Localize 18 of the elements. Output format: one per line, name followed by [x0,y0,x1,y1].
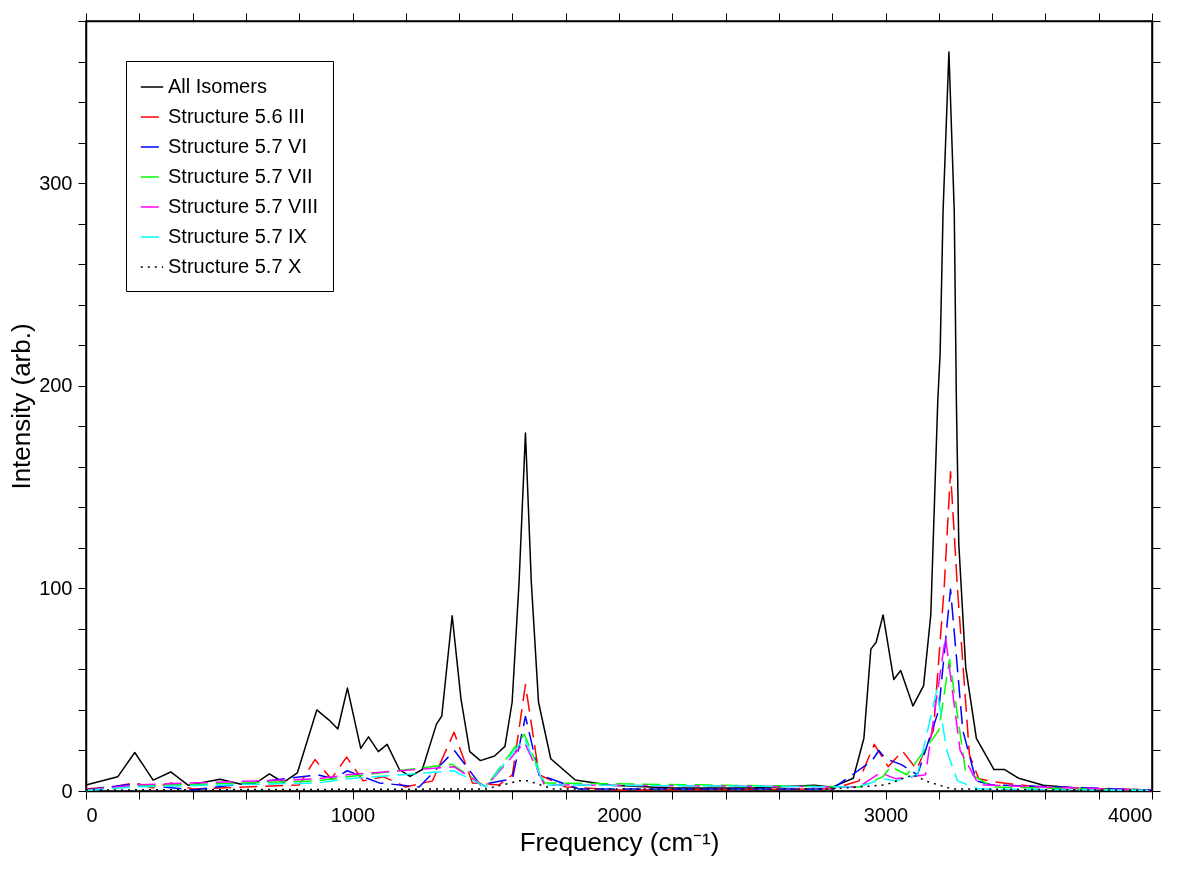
x-tick-label: 3000 [863,803,909,826]
legend-label: Structure 5.7 VII [168,165,313,187]
legend-label: All Isomers [168,75,267,97]
y-axis-title: Intensity (arb.) [6,323,37,490]
x-tick-label: 2000 [597,803,642,826]
x-tick-label: 1000 [330,803,376,826]
y-tick-label: 200 [39,374,73,397]
y-tick-label: 300 [39,171,73,194]
y-tick-label: 0 [61,779,73,802]
x-tick-label: 0 [86,803,98,826]
legend-label: Structure 5.7 X [168,255,302,277]
legend-label: Structure 5.7 VIII [168,195,319,217]
y-tick-label: 100 [39,576,73,599]
x-axis-title: Frequency (cm⁻¹) [519,826,720,857]
x-tick-label: 4000 [1108,803,1153,826]
legend-label: Structure 5.7 IX [168,225,307,247]
legend-label: Structure 5.7 VI [168,135,307,157]
legend-label: Structure 5.6 III [168,105,305,127]
